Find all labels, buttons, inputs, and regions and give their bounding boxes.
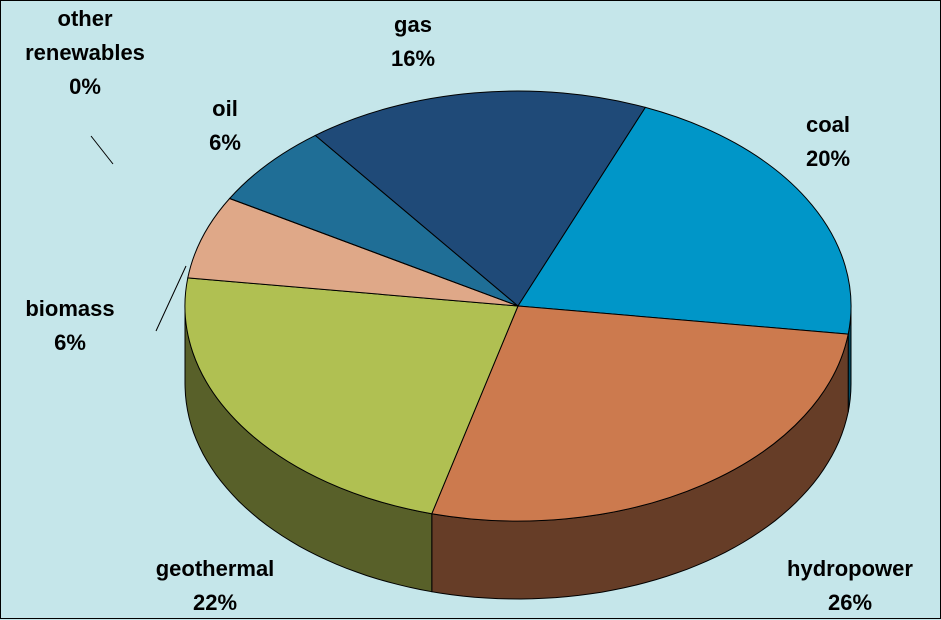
- slice-label: coal 20%: [743, 108, 913, 176]
- slice-label: oil 6%: [140, 92, 310, 160]
- leader-line: [155, 265, 187, 332]
- slice-value: 0%: [69, 74, 101, 99]
- slice-value: 6%: [209, 130, 241, 155]
- slice-label: hydropower 26%: [765, 552, 935, 620]
- pie-slice: [517, 106, 852, 335]
- slice-name: other renewables: [25, 6, 145, 65]
- slice-value: 22%: [192, 590, 238, 615]
- slice-label: geothermal 22%: [130, 552, 300, 620]
- slice-label: other renewables 0%: [15, 2, 155, 104]
- pie-slice: [184, 277, 519, 515]
- slice-name: coal: [805, 112, 851, 137]
- slice-value: 26%: [827, 590, 873, 615]
- slice-value: 16%: [390, 46, 436, 71]
- pie-slice: [187, 197, 519, 307]
- pie-slice: [314, 90, 647, 307]
- pie-slice: [431, 305, 849, 522]
- slice-label: gas 16%: [328, 8, 498, 76]
- slice-name: oil: [212, 96, 238, 121]
- slice-name: geothermal: [155, 556, 275, 581]
- slice-name: hydropower: [787, 556, 913, 581]
- leader-line: [90, 135, 114, 165]
- pie-slice: [229, 198, 519, 307]
- slice-name: biomass: [25, 296, 115, 321]
- slice-label: biomass 6%: [0, 292, 155, 360]
- slice-value: 6%: [54, 330, 86, 355]
- slice-value: 20%: [805, 146, 851, 171]
- pie-slice: [228, 134, 519, 307]
- slice-name: gas: [394, 12, 432, 37]
